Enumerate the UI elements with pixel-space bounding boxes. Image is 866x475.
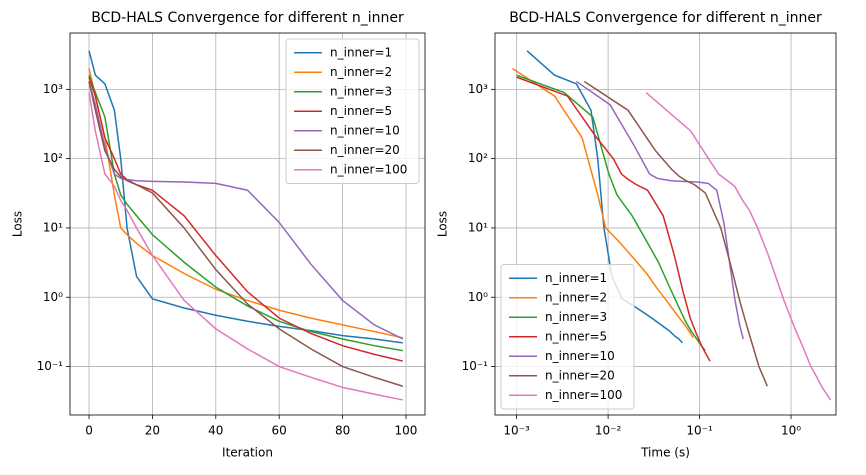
chart-title: BCD-HALS Convergence for different n_inn… — [509, 10, 822, 26]
y-tick-label: 10³ — [468, 82, 488, 96]
y-tick-label: 10⁰ — [468, 290, 488, 304]
legend-label: n_inner=20 — [545, 368, 615, 382]
x-tick-label: 40 — [208, 424, 223, 438]
y-tick-label: 10² — [468, 151, 488, 165]
legend-box — [285, 38, 420, 184]
series-line — [512, 67, 694, 339]
series-line — [516, 76, 711, 362]
legend: n_inner=1 n_inner=2 n_inner=3 n_inner=5 n_in… — [285, 38, 420, 184]
x-tick-label: 10⁰ — [781, 424, 801, 438]
legend-label: n_inner=20 — [330, 143, 400, 157]
legend-label: n_inner=2 — [330, 65, 392, 79]
x-tick-label: 60 — [272, 424, 287, 438]
series-line — [88, 68, 403, 339]
legend-label: n_inner=3 — [545, 310, 607, 324]
legend-label: n_inner=5 — [330, 104, 392, 118]
legend-label: n_inner=1 — [545, 271, 607, 285]
legend-label: n_inner=5 — [545, 329, 607, 343]
y-axis-label: Loss — [11, 211, 25, 237]
y-tick-label: 10¹ — [468, 220, 488, 234]
x-tick-label: 10⁻² — [595, 424, 622, 438]
plot: 0 20 40 60 80 100 10⁻¹ 10⁰ 10¹ 10² 10³ BCD-HALS Con… — [11, 10, 426, 460]
legend-label: n_inner=10 — [330, 123, 400, 137]
legend-label: n_inner=100 — [545, 388, 622, 402]
series-line — [583, 80, 768, 387]
series-line — [645, 91, 832, 401]
y-tick-label: 10⁰ — [43, 290, 63, 304]
legend-box — [500, 264, 635, 410]
legend-label: n_inner=10 — [545, 349, 615, 363]
x-tick-label: 10⁻¹ — [686, 424, 713, 438]
axes-frame — [69, 32, 426, 416]
x-tick-label: 80 — [335, 424, 350, 438]
x-tick-label: 20 — [145, 424, 160, 438]
chart-title: BCD-HALS Convergence for different n_inn… — [91, 10, 404, 26]
y-tick-label: 10⁻¹ — [462, 359, 489, 373]
legend-label: n_inner=1 — [330, 45, 392, 59]
plot: 10⁻³ 10⁻² 10⁻¹ 10⁰ 10⁻¹ 10⁰ 10¹ 10² 10³ BCD-HALS … — [436, 10, 837, 460]
legend: n_inner=1 n_inner=2 n_inner=3 n_inner=5 n_in… — [500, 264, 635, 410]
x-axis-label: Time (s) — [640, 446, 690, 460]
y-tick-label: 10⁻¹ — [37, 359, 64, 373]
y-tick-label: 10³ — [43, 82, 63, 96]
y-tick-label: 10¹ — [43, 220, 63, 234]
series-line — [88, 81, 404, 387]
x-tick-label: 100 — [395, 424, 418, 438]
series-line — [88, 92, 403, 401]
legend-label: n_inner=2 — [545, 290, 607, 304]
x-tick-label: 0 — [85, 424, 93, 438]
series-line — [88, 76, 403, 362]
series-line — [88, 50, 403, 344]
series-line — [88, 74, 403, 352]
x-tick-label: 10⁻³ — [503, 424, 530, 438]
x-axis-label: Iteration — [222, 446, 273, 460]
series-line — [516, 74, 706, 352]
axes-frame — [494, 32, 837, 416]
legend-label: n_inner=100 — [330, 162, 407, 176]
y-tick-label: 10² — [43, 151, 63, 165]
legend-label: n_inner=3 — [330, 84, 392, 98]
y-axis-label: Loss — [436, 211, 450, 237]
